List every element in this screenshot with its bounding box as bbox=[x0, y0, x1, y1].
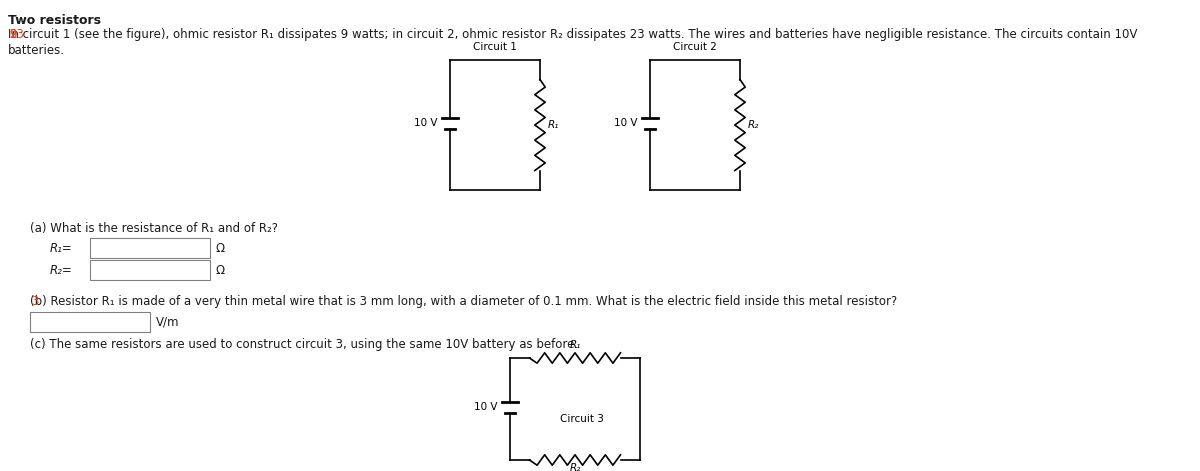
Text: R₂=: R₂= bbox=[50, 263, 73, 276]
Text: Circuit 3: Circuit 3 bbox=[559, 414, 604, 424]
Text: 10 V: 10 V bbox=[414, 118, 438, 128]
Text: (b) Resistor R₁ is made of a very thin metal wire that is 3 mm long, with a diam: (b) Resistor R₁ is made of a very thin m… bbox=[30, 295, 898, 308]
Text: In circuit 1 (see the figure), ohmic resistor R₁ dissipates 9 watts; in circuit : In circuit 1 (see the figure), ohmic res… bbox=[8, 28, 1138, 41]
FancyBboxPatch shape bbox=[90, 260, 210, 280]
Text: R₁: R₁ bbox=[548, 120, 559, 130]
Text: 23: 23 bbox=[10, 28, 24, 41]
Text: V/m: V/m bbox=[156, 316, 180, 328]
Text: R₁=: R₁= bbox=[50, 242, 73, 254]
Text: Circuit 2: Circuit 2 bbox=[673, 42, 716, 52]
Text: 3: 3 bbox=[31, 295, 38, 308]
Text: (c) The same resistors are used to construct circuit 3, using the same 10V batte: (c) The same resistors are used to const… bbox=[30, 338, 578, 351]
Text: R₂: R₂ bbox=[569, 463, 581, 471]
Text: batteries.: batteries. bbox=[8, 44, 65, 57]
Text: 10 V: 10 V bbox=[614, 118, 638, 128]
Text: Ω: Ω bbox=[215, 242, 224, 254]
Text: (a) What is the resistance of R₁ and of R₂?: (a) What is the resistance of R₁ and of … bbox=[30, 222, 278, 235]
Text: Circuit 1: Circuit 1 bbox=[473, 42, 517, 52]
Text: 10 V: 10 V bbox=[474, 402, 498, 412]
Text: Ω: Ω bbox=[215, 263, 224, 276]
FancyBboxPatch shape bbox=[30, 312, 150, 332]
Text: Two resistors: Two resistors bbox=[8, 14, 101, 27]
Text: 9: 9 bbox=[10, 28, 17, 41]
FancyBboxPatch shape bbox=[90, 238, 210, 258]
Text: R₁: R₁ bbox=[569, 340, 581, 350]
Text: R₂: R₂ bbox=[748, 120, 760, 130]
